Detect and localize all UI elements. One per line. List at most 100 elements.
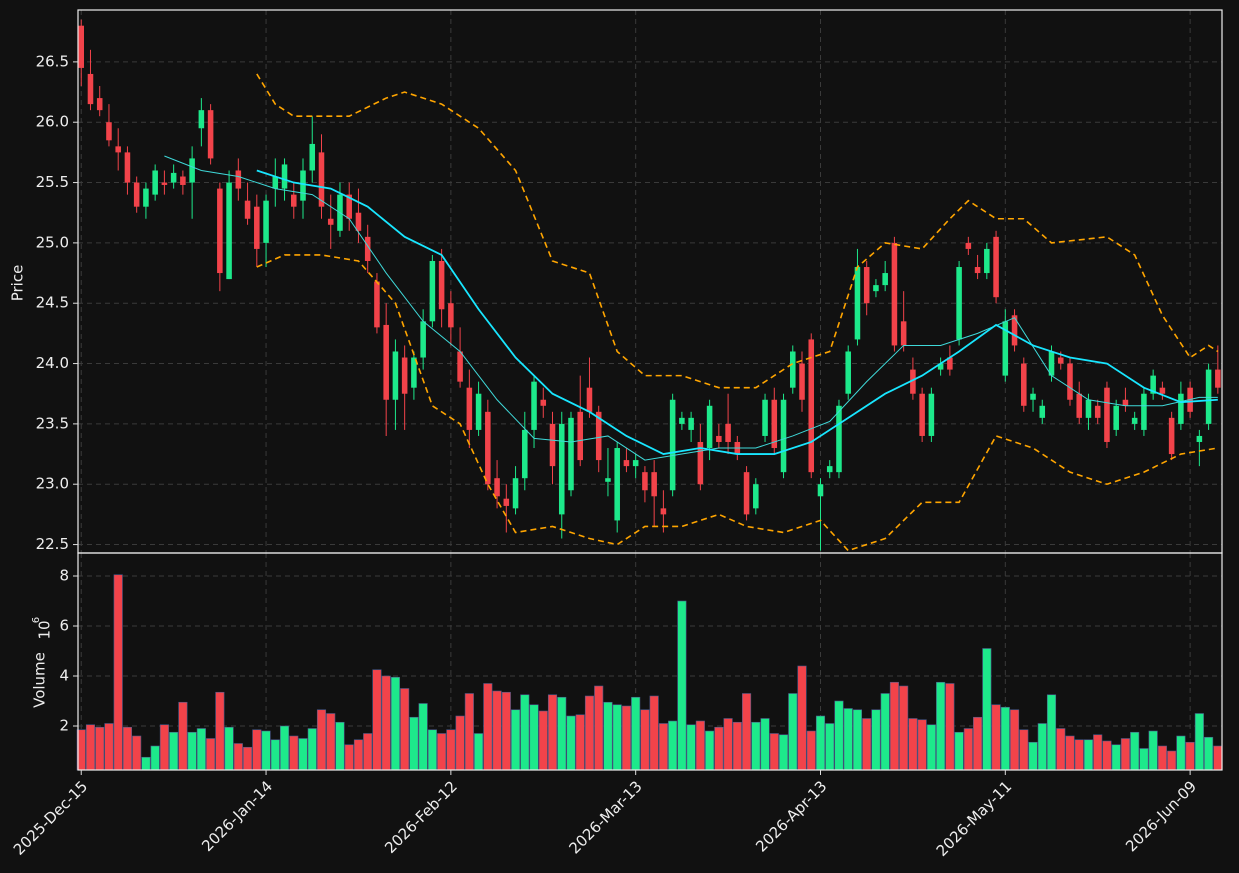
volume-tick-label: 8 [59,567,69,585]
volume-bar [566,715,576,771]
candle-body [697,441,704,485]
candle-body [623,460,630,467]
volume-bar [945,683,955,771]
volume-bar [769,733,779,771]
volume-tick-label: 4 [59,667,69,685]
volume-bar [1083,739,1094,771]
volume-bar [437,733,447,771]
volume-bar [778,734,789,771]
volume-bar [963,728,973,771]
volume-bar [1065,735,1075,771]
candle-body [420,321,426,358]
volume-bar [584,695,595,771]
volume-bar [658,723,668,771]
candle-body [485,411,491,485]
volume-bar [982,648,992,771]
volume-bar [621,705,631,771]
volume-bar [483,683,493,771]
volume-offset-exponent: 6 [31,617,42,623]
volume-bar [973,716,983,771]
volume-bar [159,724,169,771]
volume-bar [815,715,826,771]
candle-body [771,399,778,449]
candle-body [318,152,325,207]
candle-body [910,369,916,394]
candle-body [78,25,85,68]
volume-bar [196,728,206,771]
volume-bar [862,718,872,771]
candle-body [522,429,528,479]
volume-bar [279,725,290,771]
marks [76,19,1223,771]
candle-body [1205,369,1212,424]
candle-body [254,206,260,249]
volume-bar [446,729,456,771]
volume-bar [797,665,807,771]
candle-body [854,267,861,340]
candle-body [789,351,796,388]
volume-bar [150,745,160,771]
candle-body [780,399,787,473]
volume-bar [187,731,197,771]
candle-body [1131,417,1138,424]
volume-bar [474,733,484,771]
volume-bar [1204,736,1214,771]
volume-bar [252,729,262,771]
volume-bar [1056,728,1066,771]
candle-body [133,182,140,207]
candle-body [161,182,168,185]
volume-bar [390,676,400,771]
candle-body [281,164,288,189]
volume-bar [363,733,373,771]
volume-bar [640,709,650,771]
volume-bar [538,710,548,771]
candle-body [1178,393,1184,424]
volume-bar [732,721,742,771]
volume-axis-label: Volume [31,652,49,708]
volume-bar [575,714,585,771]
volume-bar [169,731,179,771]
candle-body [346,194,352,219]
candle-body [1048,351,1055,376]
candle-body [1057,357,1064,364]
volume-bar [1185,741,1195,771]
candle-body [475,393,482,430]
y-tick-label: 26.0 [36,113,69,131]
candle-body [1196,435,1203,442]
candle-body [632,460,639,467]
candle-body [817,484,824,497]
candle-body [679,417,685,424]
volume-bar [899,685,909,771]
candle-body [124,152,131,183]
candle-body [891,242,898,346]
volume-bar [132,735,142,771]
candle-body [217,188,223,274]
candle-body [725,423,731,442]
volume-bar [825,723,835,771]
volume-bar [1167,750,1177,771]
volume-bar [751,721,761,771]
candle-body [984,248,990,274]
volume-bar [224,726,234,771]
candle-body [614,448,620,521]
candle-body [965,242,972,249]
candle-body [947,357,953,370]
volume-bar [852,709,863,771]
volume-bar [1111,744,1121,771]
volume-bar [1139,748,1149,771]
candle-body [272,176,279,189]
y-tick-label: 23.0 [36,475,69,493]
volume-bar [649,695,659,771]
band-line [256,254,1218,552]
candle-body [863,267,870,304]
volume-bar [843,708,853,771]
candle-body [512,478,519,509]
candle-body [189,158,195,183]
volume-bar [243,746,253,771]
candle-body [327,218,334,225]
volume-bar [1009,709,1020,771]
candle-body [392,351,399,400]
candle-body [96,98,103,111]
volume-bar [742,693,752,771]
candle-body [669,399,676,491]
